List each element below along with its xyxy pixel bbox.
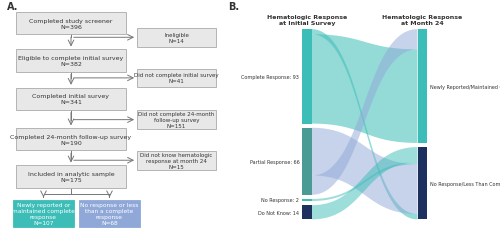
Bar	[302, 205, 312, 219]
Text: B.: B.	[228, 2, 239, 12]
Text: No response or less
than a complete
response
N=68: No response or less than a complete resp…	[80, 203, 138, 225]
Bar	[302, 30, 312, 124]
Text: Newly reported or
maintained complete
response
N=107: Newly reported or maintained complete re…	[12, 203, 75, 225]
FancyBboxPatch shape	[137, 111, 216, 129]
Bar	[418, 30, 427, 143]
FancyBboxPatch shape	[78, 200, 140, 227]
Text: Included in analytic sample
N=175: Included in analytic sample N=175	[28, 171, 115, 182]
Text: Hematologic Response
at Initial Survey: Hematologic Response at Initial Survey	[266, 15, 347, 25]
Text: Completed initial survey
N=341: Completed initial survey N=341	[32, 94, 110, 105]
FancyBboxPatch shape	[16, 129, 126, 151]
Text: A.: A.	[7, 2, 18, 12]
Text: Eligible to complete initial survey
N=382: Eligible to complete initial survey N=38…	[18, 56, 124, 67]
Polygon shape	[312, 162, 418, 201]
Bar	[302, 128, 312, 195]
Text: Partial Response: 66: Partial Response: 66	[250, 159, 299, 164]
Polygon shape	[312, 30, 418, 195]
Text: Did not complete initial survey
N=41: Did not complete initial survey N=41	[134, 73, 219, 84]
FancyBboxPatch shape	[137, 69, 216, 88]
Bar	[418, 147, 427, 219]
Text: No Response: 2: No Response: 2	[262, 198, 299, 203]
Text: No Response/Less Than Complete Response: 68: No Response/Less Than Complete Response:…	[430, 181, 500, 186]
Text: Completed study screener
N=396: Completed study screener N=396	[30, 19, 112, 30]
FancyBboxPatch shape	[137, 151, 216, 170]
Polygon shape	[312, 128, 418, 214]
FancyBboxPatch shape	[12, 200, 74, 227]
Text: Newly Reported/Maintained Complete Response: 107: Newly Reported/Maintained Complete Respo…	[430, 84, 500, 89]
FancyBboxPatch shape	[137, 29, 216, 47]
FancyBboxPatch shape	[16, 50, 126, 72]
Polygon shape	[312, 147, 418, 219]
Text: Hematologic Response
at Month 24: Hematologic Response at Month 24	[382, 15, 462, 25]
Text: Did not know hematologic
response at month 24
N=15: Did not know hematologic response at mon…	[140, 152, 213, 169]
Text: Complete Response: 93: Complete Response: 93	[242, 75, 299, 79]
Polygon shape	[312, 30, 418, 219]
Text: Did not complete 24-month
follow-up survey
N=151: Did not complete 24-month follow-up surv…	[138, 112, 214, 128]
Bar	[302, 199, 312, 201]
Text: Completed 24-month follow-up survey
N=190: Completed 24-month follow-up survey N=19…	[10, 134, 132, 145]
FancyBboxPatch shape	[16, 88, 126, 110]
FancyBboxPatch shape	[16, 13, 126, 35]
Text: Ineligible
N=14: Ineligible N=14	[164, 33, 189, 43]
FancyBboxPatch shape	[16, 166, 126, 188]
Polygon shape	[312, 35, 418, 143]
Text: Do Not Know: 14: Do Not Know: 14	[258, 210, 299, 215]
